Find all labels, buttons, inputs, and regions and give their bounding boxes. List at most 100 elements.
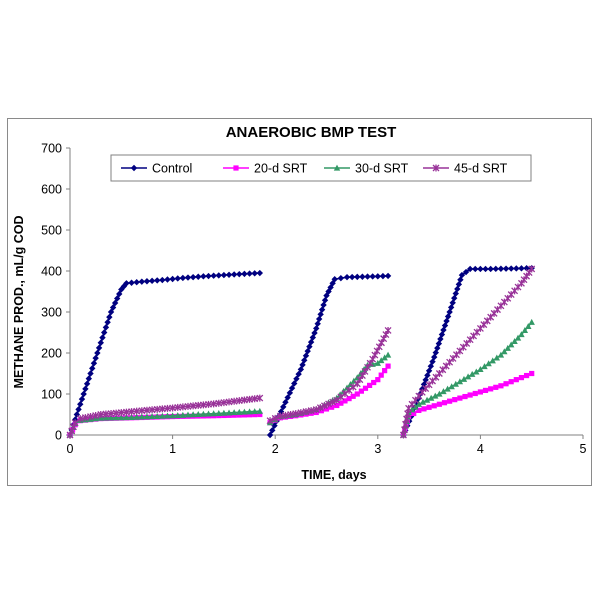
data-point xyxy=(307,407,315,415)
data-point xyxy=(106,313,113,321)
data-point xyxy=(99,334,106,341)
data-point xyxy=(169,412,176,419)
data-point xyxy=(282,399,289,406)
data-point xyxy=(102,414,110,421)
data-point xyxy=(502,265,510,272)
data-point xyxy=(462,393,468,400)
legend: Control 20-d SRT 30-d SRT 45-d SRT xyxy=(110,154,532,182)
y-tick-label: 600 xyxy=(41,183,62,197)
data-point xyxy=(518,331,525,338)
data-point xyxy=(323,406,330,412)
chart-svg: ANAEROBIC BMP TEST TIME, days METHANE PR… xyxy=(12,124,587,482)
data-point xyxy=(446,308,453,316)
data-point xyxy=(521,327,529,334)
data-point xyxy=(467,392,473,398)
legend-item: 30-d SRT xyxy=(324,162,409,176)
data-point xyxy=(133,413,140,420)
data-point xyxy=(94,349,101,357)
x-tick-label: 5 xyxy=(580,442,587,456)
legend-label: 20-d SRT xyxy=(254,162,308,176)
data-point xyxy=(511,337,518,344)
x-tick-label: 3 xyxy=(374,442,381,456)
data-point xyxy=(381,354,388,361)
data-point xyxy=(498,383,504,389)
data-point xyxy=(507,341,515,348)
chart-frame: ANAEROBIC BMP TEST TIME, days METHANE PR… xyxy=(7,118,592,486)
data-point xyxy=(525,322,532,329)
data-point xyxy=(436,401,442,407)
data-point xyxy=(375,377,381,383)
data-point xyxy=(297,409,305,417)
data-point xyxy=(220,409,228,416)
data-point xyxy=(109,304,117,311)
data-point xyxy=(225,409,233,416)
legend-item: 45-d SRT xyxy=(423,162,508,176)
data-point xyxy=(374,359,381,366)
data-point xyxy=(246,412,253,418)
x-tick-label: 0 xyxy=(67,442,74,456)
data-point xyxy=(302,408,310,416)
data-point xyxy=(415,400,423,407)
data-point xyxy=(271,414,279,422)
data-point xyxy=(291,380,298,387)
data-point xyxy=(184,274,192,281)
data-point xyxy=(78,395,86,403)
x-tick-label: 1 xyxy=(169,442,176,456)
data-point xyxy=(112,414,120,421)
data-point xyxy=(513,265,520,272)
data-point xyxy=(89,365,96,372)
data-point xyxy=(90,360,98,367)
data-point xyxy=(111,299,119,307)
data-point xyxy=(71,419,79,427)
data-point xyxy=(325,400,333,408)
data-point xyxy=(179,274,187,282)
x-axis-label: TIME, days xyxy=(301,468,366,482)
data-point xyxy=(436,390,443,397)
data-point xyxy=(366,382,373,388)
data-point xyxy=(210,410,217,417)
data-point xyxy=(362,385,369,391)
data-point xyxy=(241,270,248,278)
data-point xyxy=(472,265,479,273)
data-point xyxy=(411,410,417,417)
data-point xyxy=(215,272,222,279)
data-point xyxy=(489,357,496,364)
data-point xyxy=(369,360,376,367)
data-point xyxy=(320,402,328,410)
data-point xyxy=(154,412,161,419)
data-point xyxy=(448,383,455,390)
data-point xyxy=(286,389,294,397)
data-point xyxy=(456,378,464,385)
data-point xyxy=(452,380,459,387)
data-point xyxy=(288,384,296,392)
series-3 xyxy=(66,265,536,439)
data-point xyxy=(284,394,291,401)
data-point xyxy=(464,373,472,380)
data-point xyxy=(462,268,470,276)
data-point xyxy=(374,273,381,280)
data-point xyxy=(184,411,192,418)
data-point xyxy=(118,414,125,421)
data-point xyxy=(174,412,181,419)
data-point xyxy=(293,375,300,382)
data-point xyxy=(205,410,212,417)
data-point xyxy=(354,391,360,397)
data-point xyxy=(493,384,499,390)
data-point xyxy=(504,344,511,351)
legend-box xyxy=(110,154,532,182)
data-point xyxy=(431,403,437,409)
data-point xyxy=(379,272,387,280)
data-point xyxy=(82,385,89,393)
data-point xyxy=(257,411,263,418)
legend-label: Control xyxy=(152,162,192,176)
data-point xyxy=(266,431,274,439)
data-point xyxy=(312,406,320,414)
data-point xyxy=(236,412,242,418)
data-point xyxy=(444,385,451,392)
data-point xyxy=(468,370,476,377)
y-tick-label: 400 xyxy=(41,265,62,279)
data-point xyxy=(460,375,468,382)
data-point xyxy=(92,412,100,420)
data-point xyxy=(477,265,484,273)
data-point xyxy=(482,387,489,394)
